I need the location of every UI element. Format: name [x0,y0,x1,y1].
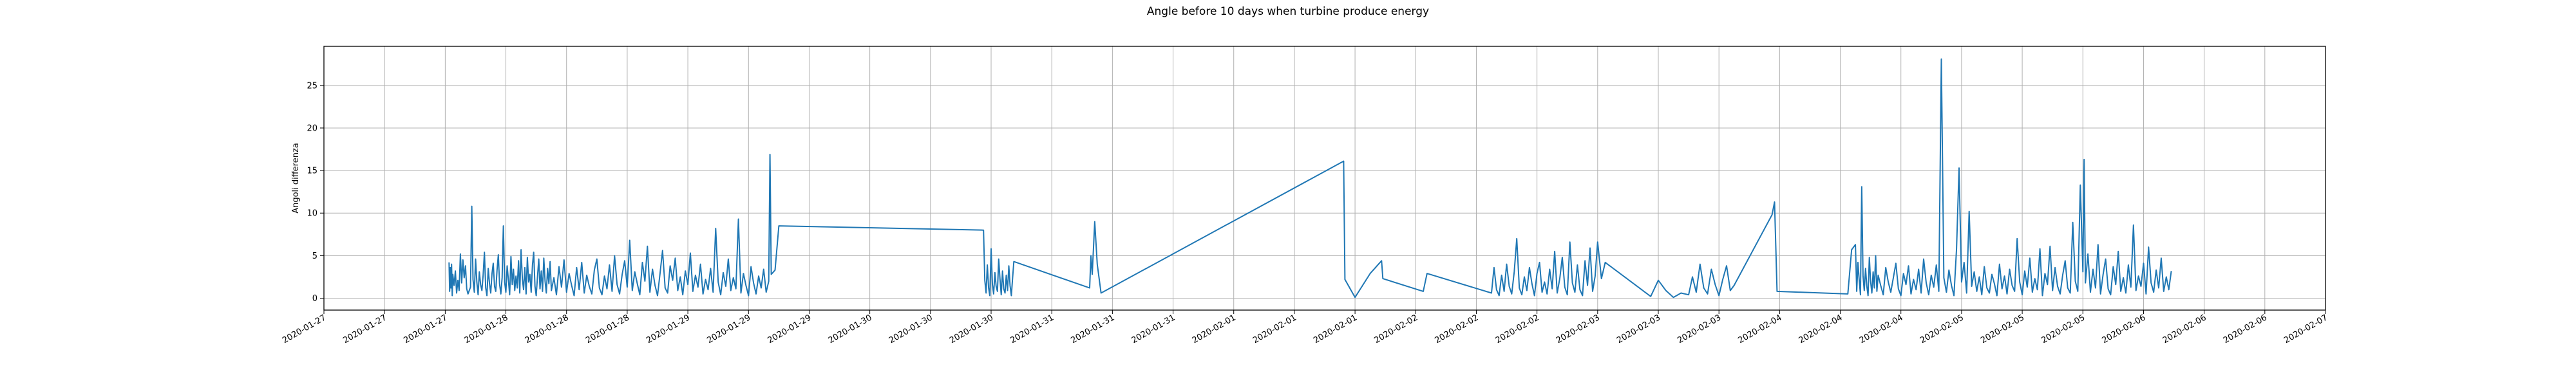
y-axis: 0 5 10 15 20 25 [307,81,324,304]
x-tick-label: 2020-02-05 [2040,313,2087,345]
x-tick-label: 2020-02-01 [1251,313,1298,345]
x-tick-label: 2020-01-30 [827,313,874,345]
x-axis: 2020-01-27 2020-01-27 2020-01-27 2020-01-28… [281,310,2329,345]
y-tick-label: 25 [307,81,317,91]
y-axis-label: Angoli differenza [291,143,301,214]
x-tick-label: 2020-01-31 [1009,313,1056,345]
x-tick-label: 2020-01-29 [705,313,752,345]
x-tick-label: 2020-01-31 [1130,313,1177,345]
x-tick-label: 2020-01-28 [463,313,510,345]
x-tick-label: 2020-01-30 [887,313,934,345]
x-tick-label: 2020-02-04 [1797,313,1844,345]
y-tick-label: 20 [307,124,317,133]
x-tick-label: 2020-02-04 [1858,313,1905,345]
x-tick-label: 2020-01-28 [584,313,631,345]
x-tick-label: 2020-01-28 [524,313,571,345]
x-tick-label: 2020-01-30 [948,313,995,345]
series-layer [448,58,2172,299]
x-tick-label: 2020-01-31 [1069,313,1116,345]
y-tick-label: 5 [312,252,317,261]
x-tick-label: 2020-01-27 [281,313,328,345]
x-tick-label: 2020-01-27 [402,313,449,345]
x-tick-label: 2020-01-27 [341,313,388,345]
x-tick-label: 2020-02-06 [2222,313,2269,345]
x-tick-label: 2020-02-05 [1979,313,2026,345]
x-tick-label: 2020-02-07 [2282,313,2329,345]
x-tick-label: 2020-02-01 [1191,313,1238,345]
x-tick-label: 2020-02-02 [1494,313,1541,345]
x-tick-label: 2020-02-06 [2101,313,2148,345]
x-tick-label: 2020-02-01 [1312,313,1359,345]
plot-frame [323,46,2326,311]
x-tick-label: 2020-02-03 [1615,313,1662,345]
y-tick-label: 10 [307,209,317,219]
x-tick-label: 2020-02-06 [2161,313,2208,345]
x-tick-label: 2020-02-04 [1736,313,1783,345]
x-tick-label: 2020-01-29 [766,313,813,345]
chart-title: Angle before 10 days when turbine produc… [1146,5,1430,18]
series-line [448,58,2172,299]
x-tick-label: 2020-01-29 [645,313,692,345]
x-tick-label: 2020-02-02 [1372,313,1419,345]
y-tick-label: 15 [307,167,317,176]
x-tick-label: 2020-02-02 [1434,313,1481,345]
x-tick-label: 2020-02-03 [1676,313,1723,345]
x-tick-label: 2020-02-03 [1555,313,1602,345]
grid-lines [323,46,2326,310]
x-tick-label: 2020-02-05 [1918,313,1965,345]
y-tick-label: 0 [312,294,317,304]
